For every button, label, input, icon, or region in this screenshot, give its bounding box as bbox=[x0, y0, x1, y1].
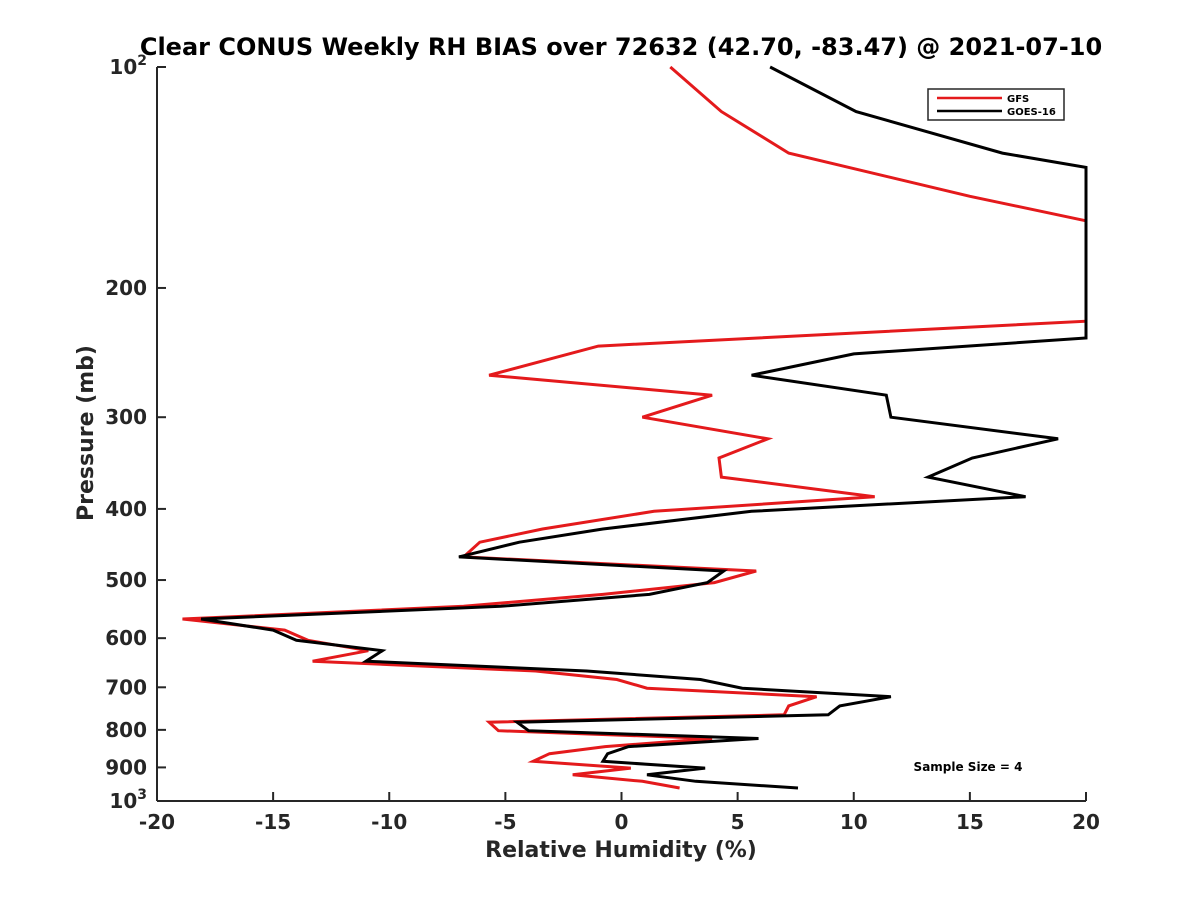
y-tick-label-base: 600 bbox=[105, 626, 147, 650]
series-layer bbox=[182, 65, 1088, 790]
y-tick-label: 102 bbox=[109, 53, 147, 79]
plot-area: -20 -15 -10 -5 0 5 10 15 20 10220030040050060070… bbox=[105, 53, 1100, 834]
y-tick-label: 300 bbox=[105, 405, 147, 429]
x-tick-label: 20 bbox=[1072, 810, 1100, 834]
x-tick-label: 5 bbox=[731, 810, 745, 834]
y-tick-label-base: 900 bbox=[105, 755, 147, 779]
y-tick-label: 600 bbox=[105, 626, 147, 650]
y-tick-label: 800 bbox=[105, 718, 147, 742]
x-axis-label: Relative Humidity (%) bbox=[485, 838, 757, 863]
x-tick-label: -10 bbox=[371, 810, 407, 834]
y-tick-label-base: 700 bbox=[105, 675, 147, 699]
y-tick-label-base: 10 bbox=[109, 789, 137, 813]
y-tick-label-exponent: 2 bbox=[137, 53, 147, 69]
chart-title: Clear CONUS Weekly RH BIAS over 72632 (4… bbox=[140, 33, 1102, 61]
x-tick-label: -5 bbox=[494, 810, 516, 834]
y-tick-label: 500 bbox=[105, 568, 147, 592]
y-tick-label: 900 bbox=[105, 755, 147, 779]
y-tick-label-base: 10 bbox=[109, 55, 137, 79]
series-line-goes-16 bbox=[200, 65, 1088, 790]
series-line-gfs bbox=[182, 65, 1088, 790]
x-tick-label: 15 bbox=[956, 810, 984, 834]
y-tick-label-base: 800 bbox=[105, 718, 147, 742]
x-tick-label: -20 bbox=[139, 810, 175, 834]
legend-items: GFS GOES-16 bbox=[937, 94, 1056, 118]
y-tick-label-base: 400 bbox=[105, 497, 147, 521]
y-tick-label: 400 bbox=[105, 497, 147, 521]
legend: GFS GOES-16 bbox=[927, 88, 1065, 121]
y-tick-label: 103 bbox=[109, 787, 147, 813]
x-axis-ticks: -20 -15 -10 -5 0 5 10 15 20 bbox=[139, 792, 1100, 834]
sample-size-annotation: Sample Size = 4 bbox=[914, 760, 1023, 774]
y-tick-label-base: 200 bbox=[105, 276, 147, 300]
legend-label: GOES-16 bbox=[1007, 107, 1056, 118]
y-axis-label: Pressure (mb) bbox=[74, 345, 99, 521]
x-tick-label: -15 bbox=[255, 810, 291, 834]
x-tick-label: 10 bbox=[840, 810, 868, 834]
y-tick-label-base: 300 bbox=[105, 405, 147, 429]
y-tick-label-exponent: 3 bbox=[137, 787, 147, 803]
legend-box bbox=[927, 88, 1065, 121]
legend-label: GFS bbox=[1007, 94, 1029, 105]
y-tick-label: 700 bbox=[105, 675, 147, 699]
y-tick-label-base: 500 bbox=[105, 568, 147, 592]
x-tick-label: 0 bbox=[615, 810, 629, 834]
y-tick-label: 200 bbox=[105, 276, 147, 300]
